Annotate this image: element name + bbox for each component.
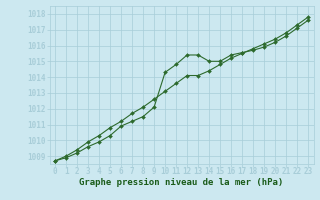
X-axis label: Graphe pression niveau de la mer (hPa): Graphe pression niveau de la mer (hPa) bbox=[79, 178, 284, 187]
